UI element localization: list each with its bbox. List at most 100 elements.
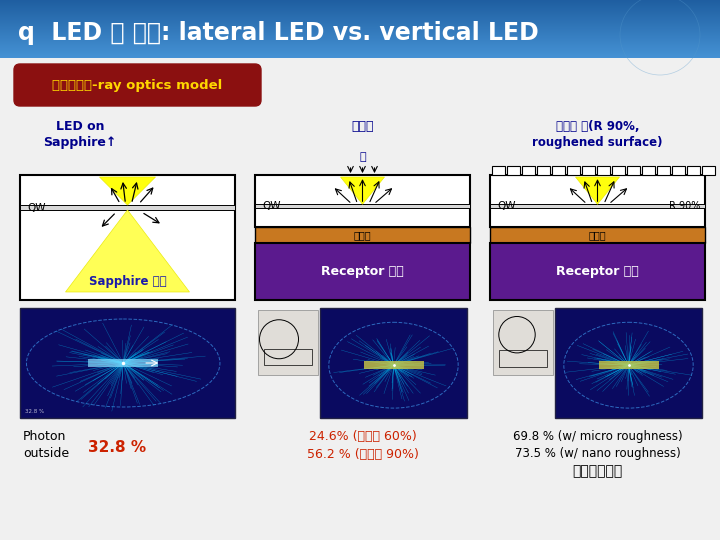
- Bar: [702, 166, 715, 175]
- Bar: [0, 37, 720, 38]
- Bar: [0, 46, 720, 47]
- Bar: [258, 310, 318, 375]
- Text: 32.8 %: 32.8 %: [25, 409, 44, 414]
- Bar: [598, 361, 659, 369]
- Bar: [642, 166, 655, 175]
- Bar: [0, 26, 720, 27]
- Bar: [20, 175, 235, 300]
- Bar: [522, 166, 535, 175]
- Text: Sapphire 기판: Sapphire 기판: [89, 275, 166, 288]
- Bar: [0, 24, 720, 25]
- Bar: [0, 14, 720, 15]
- Text: 한국광기술원: 한국광기술원: [572, 464, 623, 478]
- Bar: [0, 12, 720, 13]
- Bar: [0, 30, 720, 31]
- Bar: [0, 20, 720, 21]
- Bar: [255, 175, 470, 227]
- Bar: [364, 361, 423, 369]
- Bar: [89, 359, 158, 367]
- Bar: [507, 166, 520, 175]
- Bar: [493, 310, 553, 375]
- Bar: [657, 166, 670, 175]
- Bar: [490, 243, 705, 300]
- Bar: [320, 308, 467, 418]
- Bar: [0, 10, 720, 11]
- Bar: [555, 308, 702, 418]
- Text: Receptor 기판: Receptor 기판: [321, 265, 404, 278]
- Text: roughened surface): roughened surface): [532, 136, 662, 149]
- Bar: [492, 166, 505, 175]
- Bar: [0, 16, 720, 17]
- Bar: [0, 6, 720, 7]
- Bar: [255, 227, 470, 243]
- Bar: [0, 55, 720, 56]
- Bar: [552, 166, 565, 175]
- Bar: [0, 31, 720, 32]
- Text: 반사판: 반사판: [589, 230, 606, 240]
- Bar: [0, 1, 720, 2]
- Bar: [0, 50, 720, 51]
- Bar: [0, 25, 720, 26]
- Bar: [490, 175, 705, 227]
- Bar: [0, 7, 720, 8]
- Bar: [597, 166, 610, 175]
- Text: 73.5 % (w/ nano roughness): 73.5 % (w/ nano roughness): [515, 447, 680, 460]
- Bar: [0, 42, 720, 43]
- Bar: [255, 204, 470, 208]
- Bar: [0, 18, 720, 19]
- Bar: [0, 32, 720, 33]
- Bar: [0, 43, 720, 44]
- Bar: [627, 166, 640, 175]
- Bar: [0, 56, 720, 57]
- Bar: [0, 52, 720, 53]
- Polygon shape: [341, 177, 384, 204]
- Bar: [0, 58, 720, 540]
- Bar: [567, 166, 580, 175]
- Bar: [0, 8, 720, 9]
- Bar: [0, 47, 720, 48]
- Bar: [672, 166, 685, 175]
- Bar: [0, 13, 720, 14]
- Bar: [0, 5, 720, 6]
- Bar: [0, 39, 720, 40]
- Text: 수직형 칩(R 90%,: 수직형 칩(R 90%,: [556, 120, 639, 133]
- Bar: [0, 40, 720, 41]
- Text: QW: QW: [497, 201, 516, 211]
- Bar: [0, 36, 720, 37]
- Text: QW: QW: [27, 203, 45, 213]
- Bar: [0, 0, 720, 1]
- Bar: [0, 38, 720, 39]
- Bar: [0, 41, 720, 42]
- Bar: [0, 2, 720, 3]
- Polygon shape: [66, 210, 189, 292]
- Bar: [0, 49, 720, 50]
- Bar: [0, 11, 720, 12]
- Bar: [0, 35, 720, 36]
- Bar: [0, 17, 720, 18]
- Bar: [0, 54, 720, 55]
- Bar: [612, 166, 625, 175]
- Text: R 90%: R 90%: [669, 201, 700, 211]
- Bar: [490, 204, 705, 208]
- Text: LED on: LED on: [55, 120, 104, 133]
- Bar: [0, 9, 720, 10]
- Bar: [490, 227, 705, 243]
- Text: 칩: 칩: [359, 152, 366, 162]
- Bar: [20, 308, 235, 418]
- Bar: [0, 33, 720, 34]
- Text: 69.8 % (w/ micro roughness): 69.8 % (w/ micro roughness): [513, 430, 683, 443]
- Bar: [0, 22, 720, 23]
- Bar: [582, 166, 595, 175]
- Bar: [0, 48, 720, 49]
- Text: 수직형: 수직형: [351, 120, 374, 133]
- Text: QW: QW: [262, 201, 281, 211]
- Text: 광추출효율-ray optics model: 광추출효율-ray optics model: [52, 78, 222, 91]
- Text: 24.6% (반사율 60%): 24.6% (반사율 60%): [309, 430, 416, 443]
- Bar: [0, 53, 720, 54]
- Bar: [0, 51, 720, 52]
- Bar: [499, 350, 547, 367]
- Polygon shape: [575, 177, 619, 204]
- Bar: [0, 15, 720, 16]
- Polygon shape: [99, 177, 156, 205]
- Text: 반사판: 반사판: [354, 230, 372, 240]
